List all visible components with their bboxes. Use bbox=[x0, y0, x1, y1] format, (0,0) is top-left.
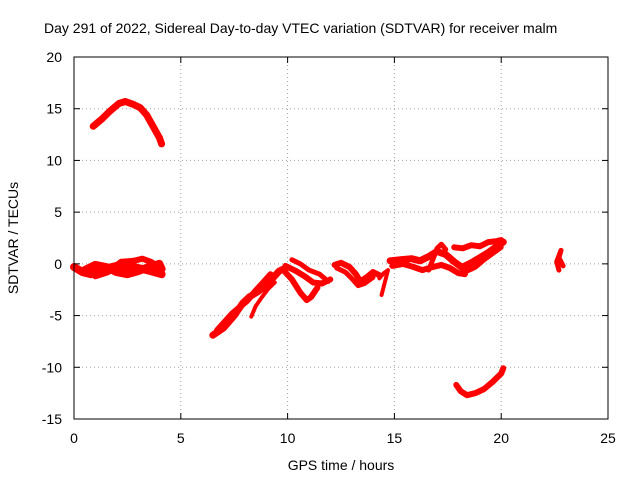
y-tick-label: -15 bbox=[42, 411, 62, 427]
series-arc-6 bbox=[282, 262, 334, 287]
series-arc-7b bbox=[334, 265, 376, 289]
plot-frame bbox=[73, 56, 609, 420]
x-tick-label: 20 bbox=[493, 430, 509, 446]
series-arc-6b bbox=[289, 257, 331, 284]
x-tick-label: 5 bbox=[177, 430, 185, 446]
y-tick-labels: -15 -10 -5 0 5 10 15 20 bbox=[42, 49, 62, 427]
series-arc-7 bbox=[331, 259, 383, 285]
y-tick-label: -5 bbox=[50, 308, 63, 324]
x-tick-labels: 0 5 10 15 20 25 bbox=[70, 430, 616, 446]
y-tick-label: 10 bbox=[46, 152, 62, 168]
series-arc-1 bbox=[89, 98, 166, 148]
chart-title: Day 291 of 2022, Sidereal Day-to-day VTE… bbox=[44, 20, 557, 36]
series-arc-10 bbox=[451, 237, 505, 252]
series-arc-5 bbox=[280, 267, 321, 304]
data-series bbox=[70, 98, 566, 399]
series-arc-13 bbox=[453, 365, 507, 399]
y-tick-label: 0 bbox=[54, 256, 62, 272]
x-tick-label: 15 bbox=[387, 430, 403, 446]
series-arc-9b bbox=[389, 260, 468, 278]
y-tick-label: 20 bbox=[46, 49, 62, 65]
series-arc-9c bbox=[426, 241, 449, 273]
x-axis-label: GPS time / hours bbox=[288, 457, 395, 473]
series-arc-3b bbox=[214, 271, 274, 334]
y-tick-label: -10 bbox=[42, 359, 62, 375]
series-arc-11 bbox=[459, 238, 507, 271]
x-tick-label: 0 bbox=[70, 430, 78, 446]
grid-lines bbox=[74, 57, 608, 419]
y-axis-label: SDTVAR / TECUs bbox=[5, 182, 21, 294]
series-arc-8 bbox=[377, 268, 390, 297]
axis-ticks bbox=[73, 56, 609, 420]
series-arc-12 bbox=[554, 247, 566, 273]
series-arc-4 bbox=[249, 280, 277, 319]
x-tick-label: 10 bbox=[280, 430, 296, 446]
series-arc-11b bbox=[464, 244, 504, 274]
x-tick-label: 25 bbox=[600, 430, 616, 446]
y-tick-label: 5 bbox=[54, 204, 62, 220]
series-arc-2c bbox=[92, 255, 161, 280]
y-tick-label: 15 bbox=[46, 101, 62, 117]
